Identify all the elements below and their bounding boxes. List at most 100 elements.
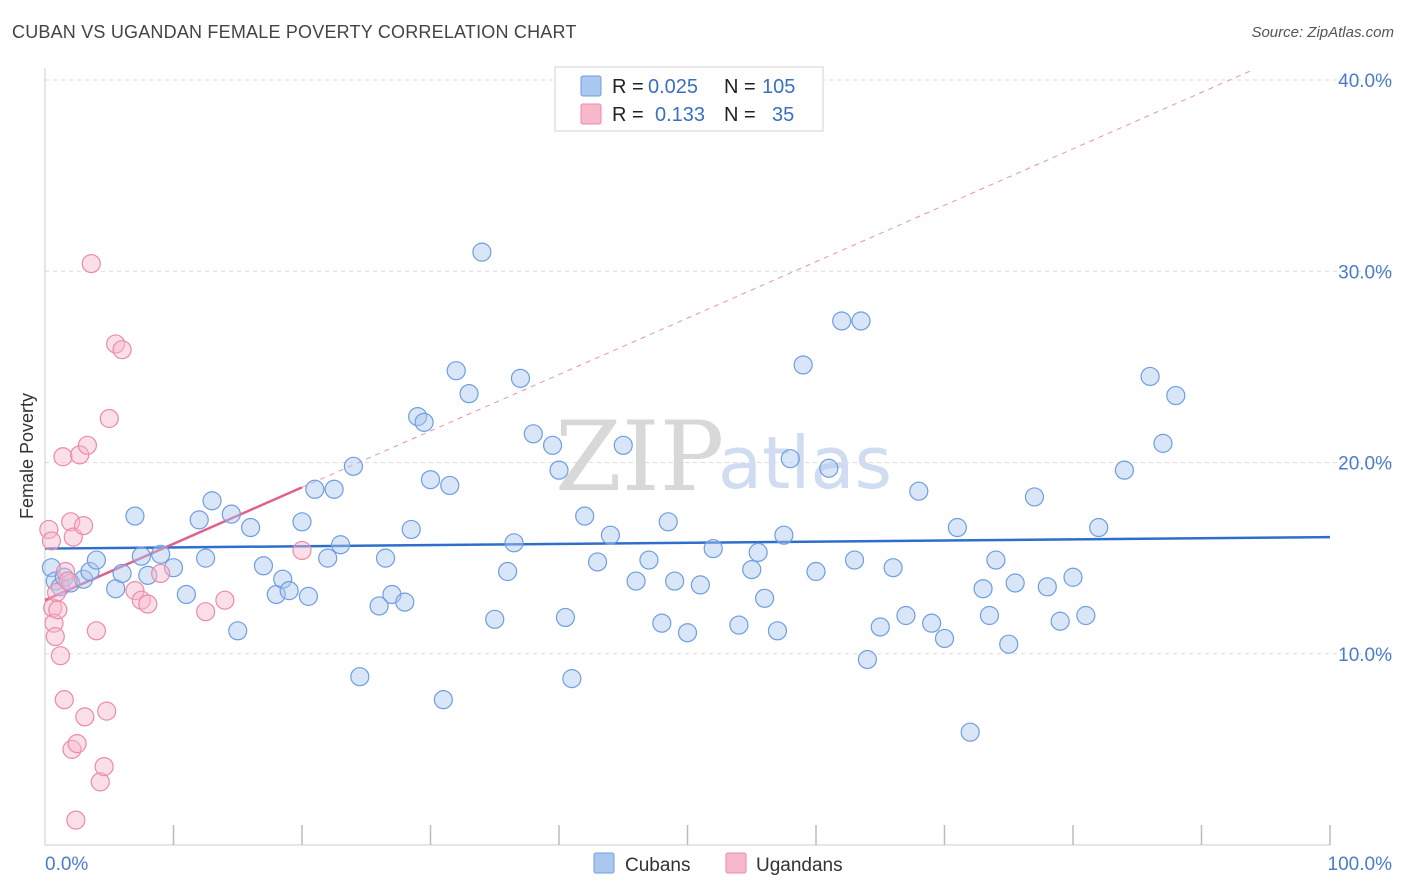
cubans-point	[562, 669, 582, 689]
cubans-point	[793, 355, 813, 375]
bottom-legend-label-cubans: Cubans	[625, 855, 691, 876]
cubans-point	[1114, 460, 1135, 480]
cubans-point	[350, 667, 370, 687]
cubans-point	[742, 559, 762, 580]
x-tick-label-min: 0.0%	[45, 854, 88, 875]
cubans-point	[369, 596, 389, 616]
watermark-zip: ZIP	[555, 401, 724, 513]
ugandans-point	[138, 594, 158, 614]
watermark-atlas: atlas	[718, 421, 892, 505]
cubans-trend-line	[44, 535, 1331, 550]
cubans-point	[883, 558, 903, 578]
cubans-point	[510, 368, 531, 388]
cubans-point	[999, 634, 1019, 654]
trend-lines	[44, 69, 1331, 602]
cubans-point	[575, 506, 595, 526]
cubans-point	[600, 525, 621, 545]
ugandans-point	[99, 408, 119, 429]
y-tick-label: 40.0%	[1338, 71, 1392, 92]
ugandans-point	[112, 340, 132, 360]
cubans-point	[414, 412, 434, 432]
ugandans-point	[196, 602, 216, 622]
cubans-point	[934, 628, 955, 649]
legend-swatch-cubans	[580, 75, 602, 97]
cubans-point	[780, 449, 800, 469]
cubans-point	[703, 538, 723, 559]
cubans-point	[973, 579, 993, 599]
cubans-point	[986, 550, 1006, 570]
cubans-point	[196, 548, 216, 568]
ugandans-point	[62, 739, 82, 759]
cubans-point	[774, 525, 794, 545]
cubans-point	[851, 311, 871, 331]
cubans-point	[343, 456, 363, 476]
ugandans-point	[81, 254, 101, 274]
ugandans-point	[151, 563, 171, 584]
cubans-point	[324, 479, 344, 499]
cubans-point	[112, 563, 132, 584]
cubans-points	[41, 242, 1186, 742]
ugandans-point	[54, 690, 74, 710]
cubans-point	[1153, 433, 1173, 453]
cubans-point	[1166, 385, 1186, 406]
legend-r-value-ugandans: 0.133	[655, 104, 705, 126]
cubans-point	[1005, 573, 1025, 593]
cubans-point	[896, 605, 916, 626]
ugandans-point	[70, 445, 90, 465]
cubans-point	[1063, 567, 1083, 587]
cubans-point	[1076, 605, 1096, 626]
cubans-point	[433, 690, 453, 710]
cubans-point	[472, 242, 492, 262]
cubans-point	[318, 548, 338, 568]
bottom-legend-swatch-cubans	[593, 852, 615, 874]
cubans-point	[665, 571, 685, 591]
cubans-point	[844, 550, 865, 570]
cubans-point	[420, 470, 441, 490]
cubans-point	[626, 571, 646, 591]
ugandans-point	[41, 531, 62, 551]
legend-swatch-ugandans	[580, 103, 602, 125]
y-tick-label: 30.0%	[1338, 262, 1392, 283]
cubans-point	[729, 615, 749, 635]
cubans-point	[131, 546, 151, 566]
x-tick-label-max: 100.0%	[1328, 854, 1393, 875]
cubans-point	[485, 609, 505, 629]
chart-title: CUBAN VS UGANDAN FEMALE POVERTY CORRELAT…	[12, 22, 577, 42]
cubans-point	[330, 535, 351, 555]
chart-source: Source: ZipAtlas.com	[1251, 24, 1394, 41]
watermark: ZIP atlas	[555, 401, 892, 513]
cubans-point	[947, 517, 967, 538]
ugandans-point	[58, 571, 78, 591]
cubans-point	[806, 561, 826, 582]
cubans-point	[395, 592, 415, 612]
ugandans-point	[125, 581, 145, 601]
ugandans-point	[48, 600, 68, 620]
cubans-point	[228, 621, 248, 641]
cubans-point	[748, 542, 768, 562]
cubans-point	[677, 623, 698, 643]
cubans-point	[202, 491, 222, 511]
cubans-point	[909, 481, 929, 501]
cubans-point	[446, 361, 466, 381]
cubans-point	[960, 722, 980, 742]
ugandans-point	[77, 435, 98, 455]
cubans-point	[922, 613, 942, 633]
cubans-point	[498, 561, 518, 582]
cubans-point	[459, 384, 479, 404]
cubans-point	[658, 512, 678, 532]
cubans-point	[253, 556, 274, 576]
cubans-point	[1024, 487, 1045, 507]
cubans-point	[401, 519, 421, 540]
ugandans-point	[94, 756, 114, 777]
cubans-point	[176, 584, 196, 605]
ugandans-trend-extension	[301, 69, 1252, 488]
ugandans-point	[215, 590, 235, 610]
legend-n-label-ugandans: N =	[724, 104, 756, 126]
legend-n-value-ugandans: 35	[772, 104, 794, 126]
cubans-point	[80, 561, 100, 582]
cubans-point	[542, 435, 563, 455]
cubans-point	[549, 460, 569, 480]
cubans-point	[819, 458, 839, 478]
cubans-point	[587, 552, 608, 572]
cubans-point	[857, 649, 878, 670]
